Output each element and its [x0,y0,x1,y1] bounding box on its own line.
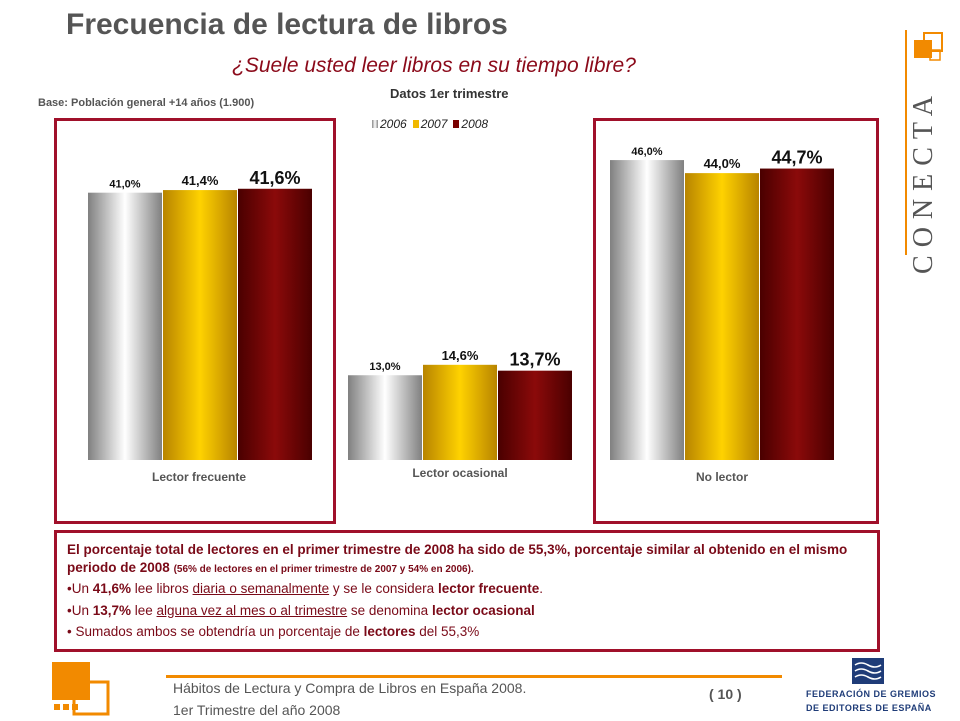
page-number: ( 10 ) [709,686,742,702]
legend-label-2008: 2008 [461,117,489,131]
footer-divider [166,675,782,678]
bullet-total-prefix: • Sumados ambos se obtendría un porcenta… [67,623,364,639]
data-label-lector-ocasional-2007: 14,6% [442,348,479,363]
data-label-lector-ocasional-2008: 13,7% [509,350,560,370]
bullet-frequent-underlined: diaria o semanalmente [192,581,330,597]
bullet-occasional-mid: lee [131,602,157,618]
category-label-occasional: Lector ocasional [412,466,508,480]
period-label: Datos 1er trimestre [390,86,509,101]
data-label-no-lector-2008: 44,7% [771,148,822,168]
data-label-lector-frecuente-2008: 41,6% [249,168,300,188]
legend-label-2006: 2006 [380,117,407,131]
data-label-lector-ocasional-2006: 13,0% [369,361,400,373]
bullet-occasional-post: se denomina [347,602,432,618]
fge-line-1: FEDERACIÓN DE GREMIOS [806,689,937,699]
bullet-occasional-term: lector ocasional [431,602,535,618]
bar-lector-ocasional-2007 [423,364,497,460]
legend-item-2006: 2006 [372,117,407,131]
bullet-occasional-pct: 13,7% [92,602,132,618]
page-subtitle: ¿Suele usted leer libros en su tiempo li… [232,54,636,77]
summary-intro-note: (56% de lectores en el primer trimestre … [173,564,474,576]
legend-swatch-2006 [372,120,378,128]
legend-swatch-2008 [453,120,460,128]
data-label-lector-frecuente-2006: 41,0% [109,179,140,191]
chart-legend: 2006 2007 2008 [372,117,488,131]
data-label-no-lector-2006: 46,0% [631,146,662,158]
fge-wordmark: FEDERACIÓN DE GREMIOS DE EDITORES DE ESP… [806,687,936,716]
bullet-occasional: •Un 13,7% lee alguna vez al mes o al tri… [67,602,867,620]
data-label-lector-frecuente-2007: 41,4% [182,173,219,188]
bar-lector-frecuente-2007 [163,190,237,460]
legend-item-2008: 2008 [453,117,488,131]
fge-logo-icon [852,658,884,684]
category-label-non-reader: No lector [695,470,748,484]
footer-line-1: Hábitos de Lectura y Compra de Libros en… [173,680,527,696]
frequent-reader-frame [54,118,336,524]
corner-logo-icon [52,662,110,716]
summary-intro-text: El porcentaje total de lectores en el pr… [67,542,848,576]
legend-item-2007: 2007 [412,117,448,131]
bar-no-lector-2007 [685,173,759,460]
bar-lector-frecuente-2006 [88,192,162,460]
fge-line-2: DE EDITORES DE ESPAÑA [806,703,932,714]
bullet-frequent-mid: lee libros [131,581,193,597]
bullet-total-post: del 55,3% [415,623,480,639]
bullet-frequent-pct: 41,6% [92,581,132,597]
non-reader-frame [593,118,879,524]
bullet-occasional-prefix: •Un [67,602,93,618]
bullet-frequent-prefix: •Un [67,581,93,597]
bar-lector-ocasional-2008 [498,370,572,460]
page-title: Frecuencia de lectura de libros [66,8,508,41]
bar-lector-frecuente-2008 [238,188,312,460]
footer-report-title: Hábitos de Lectura y Compra de Libros en… [173,678,526,721]
category-label-frequent: Lector frecuente [151,470,247,484]
bullet-frequent-end: . [539,581,543,597]
data-label-no-lector-2007: 44,0% [704,156,741,171]
conecta-logo [905,30,943,255]
bar-no-lector-2008 [760,168,834,460]
summary-intro: El porcentaje total de lectores en el pr… [67,541,867,577]
bar-lector-ocasional-2006 [348,375,422,460]
legend-label-2007: 2007 [420,117,448,131]
summary-box: El porcentaje total de lectores en el pr… [54,530,880,652]
bullet-total: • Sumados ambos se obtendría un porcenta… [67,623,867,641]
sample-base-note: Base: Población general +14 años (1.900) [38,97,255,109]
bullet-frequent-post: y se le considera [329,581,438,597]
bullet-total-term: lectores [363,623,416,639]
bar-no-lector-2006 [610,160,684,460]
bullet-occasional-underlined: alguna vez al mes o al trimestre [156,602,348,618]
bullet-frequent-term: lector frecuente [437,581,540,597]
conecta-wordmark: CONECTA [908,88,939,274]
legend-swatch-2007 [412,120,419,128]
footer-line-2: 1er Trimestre del año 2008 [173,701,341,718]
bullet-frequent: •Un 41,6% lee libros diaria o semanalmen… [67,580,867,598]
